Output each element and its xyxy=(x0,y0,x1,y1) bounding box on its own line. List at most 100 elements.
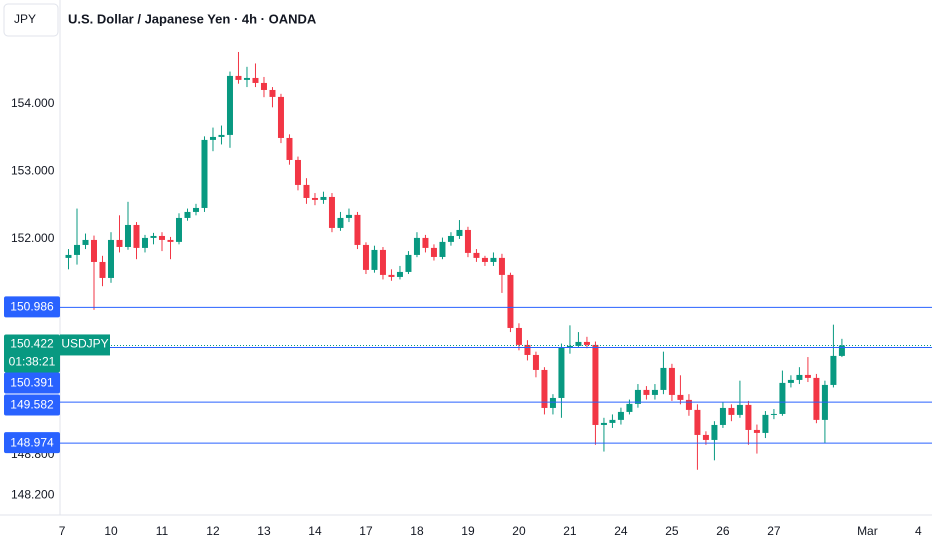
price-line-label-box xyxy=(4,296,60,318)
candle-body xyxy=(694,409,701,435)
price-labels: 150.986 150.422 USDJPY 01:38:21 150.391 149.5… xyxy=(4,296,110,454)
symbol-box[interactable] xyxy=(3,3,59,37)
candle-body xyxy=(243,77,250,80)
candle-body xyxy=(830,355,837,385)
price-line-label: 149.582 xyxy=(10,398,54,412)
candle-body xyxy=(541,369,548,408)
candle-body xyxy=(583,341,590,345)
candle-body xyxy=(745,404,752,430)
candle-body xyxy=(252,77,259,83)
candle-body xyxy=(141,237,148,248)
candle-body xyxy=(124,224,131,247)
ticker-tag xyxy=(60,334,110,356)
candle-body xyxy=(575,341,582,346)
price-line-label: 148.974 xyxy=(10,435,54,449)
candle-body xyxy=(787,379,794,383)
candle-body xyxy=(634,389,641,404)
candle-body xyxy=(277,96,284,138)
candle-body xyxy=(651,389,658,395)
candle-body xyxy=(116,239,123,247)
price-line-label: 150.391 xyxy=(10,376,54,390)
chart-title: U.S. Dollar / Japanese Yen · 4h · OANDA xyxy=(68,11,317,26)
candle-body xyxy=(507,274,514,328)
candle-body xyxy=(133,224,140,248)
candle-body xyxy=(753,429,760,433)
candle-body xyxy=(379,249,386,275)
candle-body xyxy=(515,327,522,345)
candle-body xyxy=(405,254,412,272)
x-tick-label: 24 xyxy=(614,524,628,538)
candle-body xyxy=(90,239,97,262)
candle-body xyxy=(685,399,692,410)
symbol[interactable]: JPY xyxy=(14,12,36,26)
candle-body xyxy=(167,239,174,242)
x-tick-label: 14 xyxy=(308,524,322,538)
candle-body xyxy=(456,229,463,236)
candle-body xyxy=(413,237,420,255)
candle-body xyxy=(549,397,556,408)
x-tick-label: Mar xyxy=(857,524,878,538)
candle-body xyxy=(99,261,106,278)
candle-body xyxy=(600,422,607,425)
candle-body xyxy=(838,345,845,356)
candle-body xyxy=(702,434,709,440)
candle-body xyxy=(345,214,352,218)
price-line-label: 150.986 xyxy=(10,300,54,314)
candle-body xyxy=(490,257,497,262)
x-tick-label: 27 xyxy=(767,524,781,538)
last-price-label: 150.422 xyxy=(10,337,54,351)
candle-body xyxy=(388,274,395,277)
candle-body xyxy=(524,344,531,355)
candle-body xyxy=(736,404,743,415)
candle-body xyxy=(626,403,633,412)
candle-body xyxy=(481,257,488,262)
x-tick-label: 19 xyxy=(461,524,475,538)
candle-body xyxy=(311,197,318,200)
y-tick-label: 154.000 xyxy=(11,96,55,110)
x-tick-label: 21 xyxy=(563,524,577,538)
candle-body xyxy=(320,196,327,200)
candle-body xyxy=(82,239,89,245)
candle-body xyxy=(532,354,539,370)
candle-body xyxy=(617,411,624,420)
countdown-label: 01:38:21 xyxy=(9,355,56,369)
x-tick-label: 12 xyxy=(206,524,220,538)
candle-body xyxy=(218,134,225,137)
x-tick-label: 4 xyxy=(915,524,922,538)
x-tick-label: 10 xyxy=(104,524,118,538)
candle-body xyxy=(294,159,301,185)
candle-body xyxy=(286,137,293,160)
candle-body xyxy=(779,382,786,414)
ticker-label: USDJPY xyxy=(61,337,108,351)
candle-body xyxy=(447,235,454,242)
candle-body xyxy=(269,89,276,97)
y-tick-label: 152.000 xyxy=(11,231,55,245)
candle-body xyxy=(260,82,267,90)
candle-body xyxy=(201,139,208,208)
x-tick-label: 20 xyxy=(512,524,526,538)
candle-body xyxy=(354,214,361,245)
x-tick-label: 11 xyxy=(156,524,169,538)
price-line-label-box xyxy=(4,394,60,416)
candle-body xyxy=(235,75,242,80)
candle-body xyxy=(762,414,769,433)
candle-body xyxy=(464,229,471,253)
candle-body xyxy=(566,345,573,348)
candle-body xyxy=(439,241,446,257)
candle-body xyxy=(430,247,437,257)
x-tick-label: 25 xyxy=(665,524,679,538)
candle-body xyxy=(396,271,403,277)
candle-body xyxy=(209,136,216,140)
candle-body xyxy=(804,374,811,378)
candle-body xyxy=(609,419,616,423)
candle-body xyxy=(337,217,344,228)
candle-body xyxy=(192,207,199,212)
x-tick-label: 7 xyxy=(59,524,66,538)
x-tick-label: 17 xyxy=(359,524,373,538)
candle-body xyxy=(711,424,718,440)
candle-body xyxy=(65,254,72,258)
candle-body xyxy=(362,244,369,270)
